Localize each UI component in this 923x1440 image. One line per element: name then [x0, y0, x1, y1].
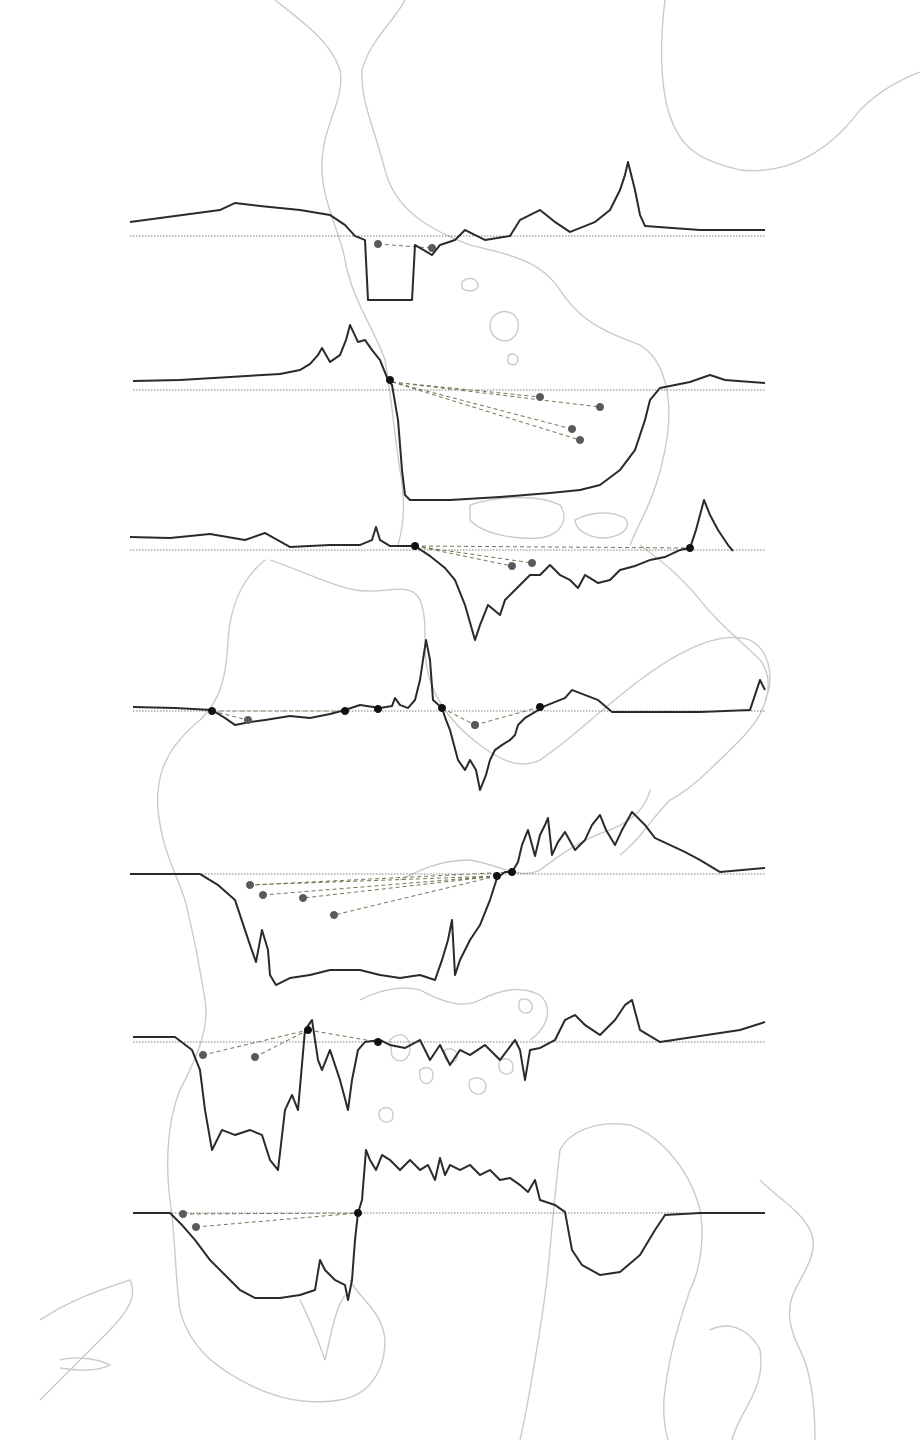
contour-river-right: [361, 0, 670, 546]
anchor-point: [438, 704, 446, 712]
point-of-interest-marker: [179, 1210, 187, 1218]
connector-dashed-line: [262, 875, 498, 896]
connector-dashed-line: [249, 871, 513, 886]
connector-dashed-line: [391, 381, 573, 430]
contour-shelf-mid: [469, 496, 565, 540]
contour-coast-southeast: [759, 1179, 816, 1440]
contour-delta-lower: [359, 987, 549, 1041]
point-of-interest-marker: [244, 716, 252, 724]
connector-dashed-line: [414, 545, 533, 564]
contour-spit-southwest-2: [59, 1357, 111, 1371]
section-6: [133, 999, 766, 1171]
contour-archipelago: [378, 998, 533, 1123]
anchor-point: [508, 868, 516, 876]
connector-dashed-line: [254, 1029, 309, 1058]
elevation-profile-line: [129, 161, 765, 301]
connector-dashed-line: [333, 875, 498, 916]
anchor-point: [386, 376, 394, 384]
anchor-point: [493, 872, 501, 880]
elevation-profile-line: [129, 499, 734, 641]
connector-dashed-line: [195, 1212, 359, 1228]
anchor-point: [208, 707, 216, 715]
contour-ridge-east-lower: [709, 1325, 762, 1440]
point-of-interest-marker: [568, 425, 576, 433]
point-of-interest-marker: [299, 894, 307, 902]
point-of-interest-marker: [259, 891, 267, 899]
contour-coast-top-right: [660, 0, 921, 172]
connector-dashed-line: [474, 706, 541, 726]
elevation-profile-line: [132, 324, 766, 501]
anchor-point: [686, 544, 694, 552]
connector-dashed-line: [307, 1029, 379, 1043]
elevation-profile-line: [132, 639, 766, 791]
point-of-interest-marker: [192, 1223, 200, 1231]
contour-island-upper: [489, 311, 519, 342]
section-5: [130, 811, 766, 986]
anchor-point: [304, 1026, 312, 1034]
contour-bay-south: [559, 1123, 703, 1440]
contour-shelf-right: [574, 512, 628, 539]
point-of-interest-marker: [428, 244, 436, 252]
contour-river-left: [274, 0, 405, 546]
connector-dashed-line: [377, 243, 433, 249]
contour-coast-east: [619, 544, 769, 856]
elevation-sections: [129, 161, 766, 1301]
contour-channel-mid: [399, 789, 651, 881]
connector-dashed-line: [391, 381, 581, 441]
point-of-interest-marker: [251, 1053, 259, 1061]
point-of-interest-marker: [471, 721, 479, 729]
anchor-point: [536, 703, 544, 711]
section-1: [129, 161, 765, 301]
anchor-point: [374, 705, 382, 713]
contour-landmass-central: [269, 559, 771, 765]
section-3: [129, 499, 765, 641]
contour-peninsula-south: [519, 1149, 561, 1440]
contour-spur-south: [299, 1294, 346, 1361]
anchor-point: [411, 542, 419, 550]
contour-islet-b: [461, 277, 479, 292]
connector-dashed-line: [441, 707, 476, 726]
anchor-point: [354, 1209, 362, 1217]
anchor-point: [374, 1038, 382, 1046]
contour-landmass-west: [156, 559, 386, 1403]
elevation-profile-line: [133, 1149, 765, 1301]
anchor-point: [341, 707, 349, 715]
point-of-interest-marker: [374, 240, 382, 248]
point-of-interest-marker: [330, 911, 338, 919]
elevation-profile-line: [130, 811, 766, 986]
connector-dashed-line: [391, 381, 601, 408]
connector-dashed-line: [414, 545, 513, 567]
connector-dashed-line: [202, 1029, 309, 1056]
point-of-interest-marker: [596, 403, 604, 411]
point-of-interest-marker: [576, 436, 584, 444]
section-4: [132, 639, 766, 791]
contour-spit-southwest: [39, 1279, 134, 1401]
point-of-interest-marker: [199, 1051, 207, 1059]
elevation-profile-line: [133, 999, 766, 1171]
connector-dashed-line: [302, 875, 498, 899]
point-of-interest-marker: [508, 562, 516, 570]
point-of-interest-marker: [536, 393, 544, 401]
point-of-interest-marker: [246, 881, 254, 889]
section-2: [132, 324, 766, 501]
point-of-interest-marker: [528, 559, 536, 567]
background-contours: [39, 0, 921, 1440]
section-7: [133, 1149, 765, 1301]
connector-dashed-line: [182, 1212, 359, 1215]
connector-dashed-line: [414, 545, 691, 549]
contour-islet-a: [507, 353, 519, 366]
connector-dashed-line: [211, 710, 249, 721]
connector-dashed-line: [249, 875, 498, 886]
